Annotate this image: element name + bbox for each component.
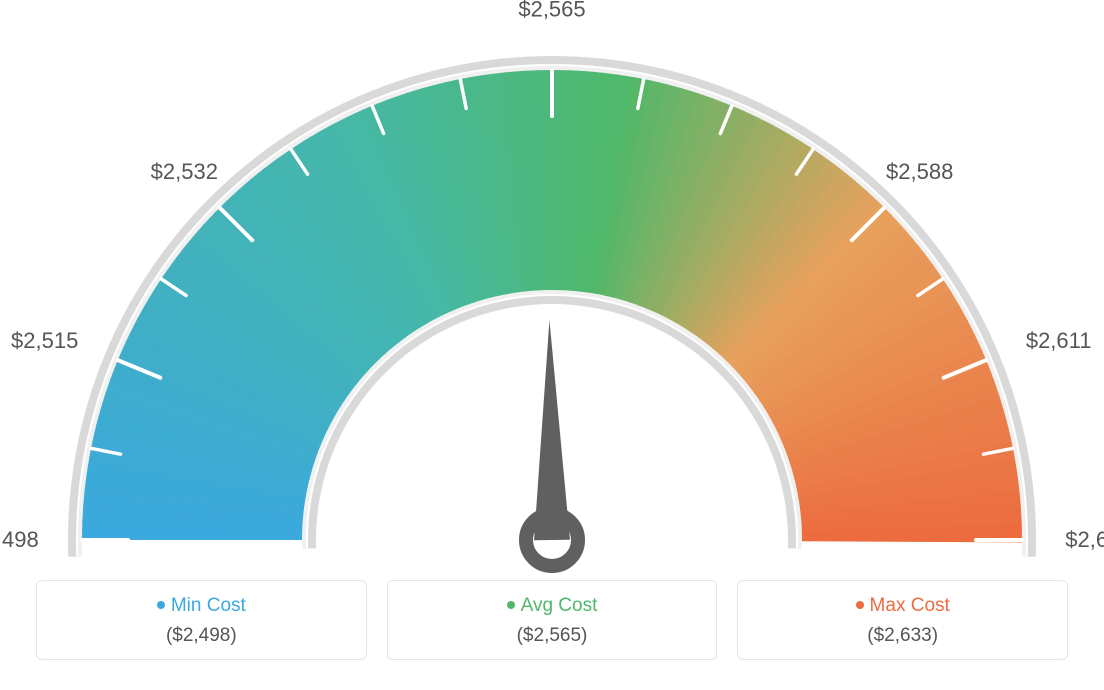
legend-card-max: Max Cost ($2,633) (737, 580, 1068, 660)
gauge-area: $2,498$2,515$2,532$2,565$2,588$2,611$2,6… (30, 20, 1074, 580)
legend-value-max: ($2,633) (748, 625, 1057, 647)
legend-value-min: ($2,498) (47, 625, 356, 647)
legend-card-min: Min Cost ($2,498) (36, 580, 367, 660)
gauge-tick-label: $2,515 (11, 328, 78, 354)
legend-title-min: Min Cost (47, 595, 356, 617)
legend-title-max: Max Cost (748, 595, 1057, 617)
gauge-tick-label: $2,532 (151, 159, 218, 185)
dot-icon (157, 601, 165, 609)
cost-gauge-chart: $2,498 $2,515 $2,532 $2,565 $2,588 $2,611 $2,6… (0, 0, 1104, 690)
gauge-tick-label: $2,588 (886, 159, 953, 185)
gauge-tick-label: $2,498 (0, 527, 39, 553)
legend-title-text: Min Cost (171, 595, 246, 616)
legend-row: Min Cost ($2,498) Avg Cost ($2,565) Max … (30, 580, 1074, 660)
legend-card-avg: Avg Cost ($2,565) (387, 580, 718, 660)
gauge-svg (30, 20, 1074, 580)
legend-value-avg: ($2,565) (398, 625, 707, 647)
dot-icon (856, 601, 864, 609)
legend-title-avg: Avg Cost (398, 595, 707, 617)
legend-title-text: Max Cost (870, 595, 950, 616)
gauge-tick-label: $2,611 (1026, 328, 1092, 354)
gauge-tick-label: $2,565 (518, 0, 585, 23)
gauge-tick-label: $2,633 (1065, 527, 1104, 553)
legend-title-text: Avg Cost (521, 595, 598, 616)
dot-icon (507, 601, 515, 609)
